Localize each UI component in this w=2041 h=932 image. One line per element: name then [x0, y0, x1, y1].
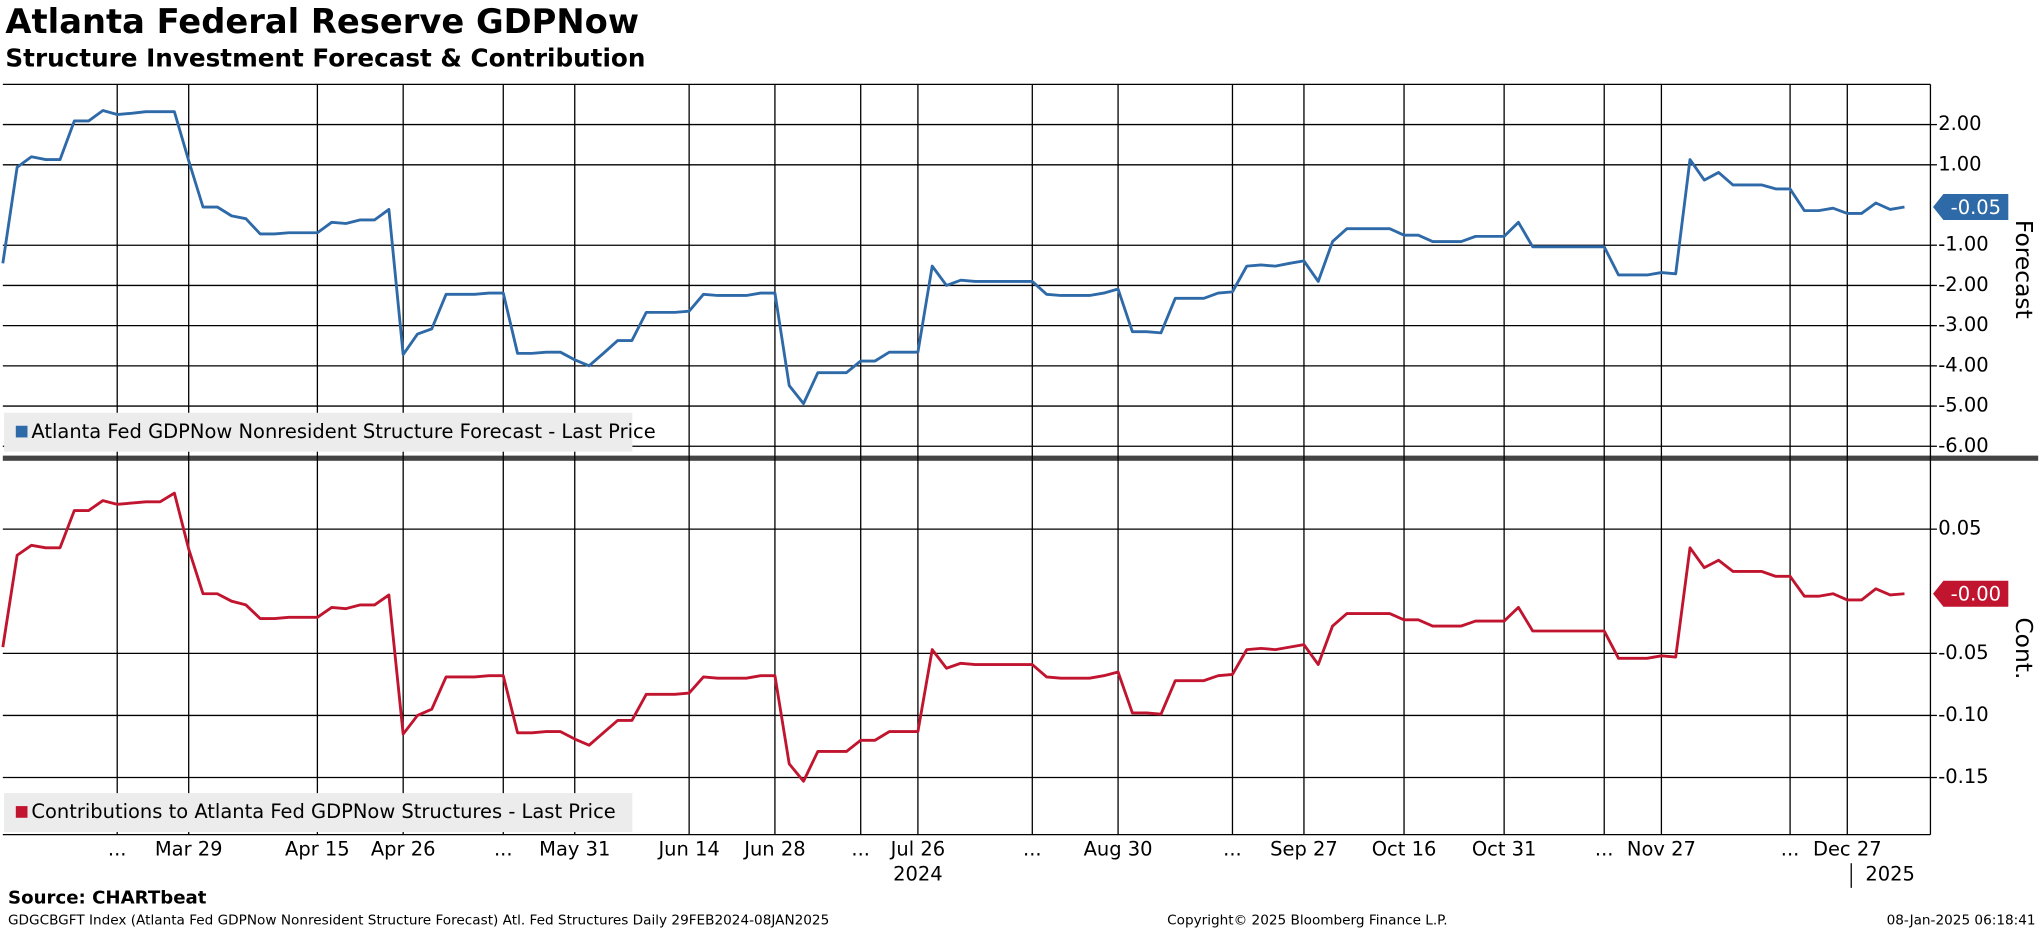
x-tick-label: ...	[494, 838, 513, 861]
x-tick-label: ...	[108, 838, 127, 861]
x-tick-label: ...	[1223, 838, 1242, 861]
y-tick-label: -0.15	[1938, 765, 1988, 788]
legend-box	[4, 793, 633, 833]
series-line	[1, 109, 1905, 406]
x-tick-label: ...	[1595, 838, 1614, 861]
last-value-badge	[1933, 194, 2009, 220]
last-value-label: -0.05	[1951, 196, 2001, 219]
last-value-badge	[1933, 580, 2009, 607]
y-tick-label: -0.10	[1938, 703, 1988, 726]
x-tick-label: Nov 27	[1627, 838, 1696, 861]
source: Source: CHARTbeat	[8, 887, 207, 908]
legend-swatch	[15, 425, 28, 438]
x-tick-label: ...	[851, 838, 870, 861]
y-axis-label: Forecast	[2010, 220, 2038, 319]
chart-subtitle: Structure Investment Forecast & Contribu…	[5, 44, 645, 73]
y-tick-label: -0.05	[1938, 641, 1988, 664]
x-tick-label: Apr 26	[371, 838, 436, 861]
y-tick-label: -4.00	[1938, 353, 1988, 376]
x-tick-label: Oct 16	[1372, 838, 1437, 861]
footer-left: GDGCBGFT Index (Atlanta Fed GDPNow Nonre…	[8, 912, 829, 928]
y-axis-label: Cont.	[2010, 617, 2038, 679]
legend-label: Atlanta Fed GDPNow Nonresident Structure…	[31, 420, 655, 443]
y-tick-label: 0.05	[1938, 517, 1981, 540]
x-tick-label: Oct 31	[1472, 838, 1537, 861]
x-tick-label: Jul 26	[890, 838, 945, 861]
footer-right: 08-Jan-2025 06:18:41	[1887, 912, 2036, 928]
y-tick-label: 2.00	[1938, 112, 1981, 135]
x-tick-label: ...	[1781, 838, 1800, 861]
legend-label: Contributions to Atlanta Fed GDPNow Stru…	[31, 800, 615, 823]
x-tick-label: Dec 27	[1813, 838, 1882, 861]
footer-center: Copyright© 2025 Bloomberg Finance L.P.	[1167, 912, 1447, 928]
x-tick-label: Aug 30	[1084, 838, 1153, 861]
x-tick-label: ...	[1023, 838, 1042, 861]
legend-swatch	[15, 806, 28, 818]
x-tick-label: May 31	[539, 838, 610, 861]
series-line	[1, 491, 1905, 783]
legend-box	[4, 412, 633, 452]
last-value-label: -0.00	[1951, 583, 2001, 606]
x-tick-label: Sep 27	[1270, 838, 1338, 861]
y-tick-label: -2.00	[1938, 273, 1988, 296]
chart-title: Atlanta Federal Reserve GDPNow	[5, 2, 639, 41]
x-tick-label: Mar 29	[155, 838, 223, 861]
y-tick-label: -6.00	[1938, 434, 1988, 457]
y-tick-label: -5.00	[1938, 394, 1988, 417]
x-tick-label: Jun 28	[743, 838, 805, 861]
year-label: 2024	[893, 862, 943, 885]
year-label: 2025	[1865, 862, 1915, 885]
y-tick-label: -1.00	[1938, 233, 1988, 256]
panel-divider	[2, 455, 2039, 461]
y-tick-label: 1.00	[1938, 152, 1981, 175]
y-tick-label: -3.00	[1938, 313, 1988, 336]
x-tick-label: Apr 15	[285, 838, 350, 861]
x-tick-label: Jun 14	[657, 838, 719, 861]
